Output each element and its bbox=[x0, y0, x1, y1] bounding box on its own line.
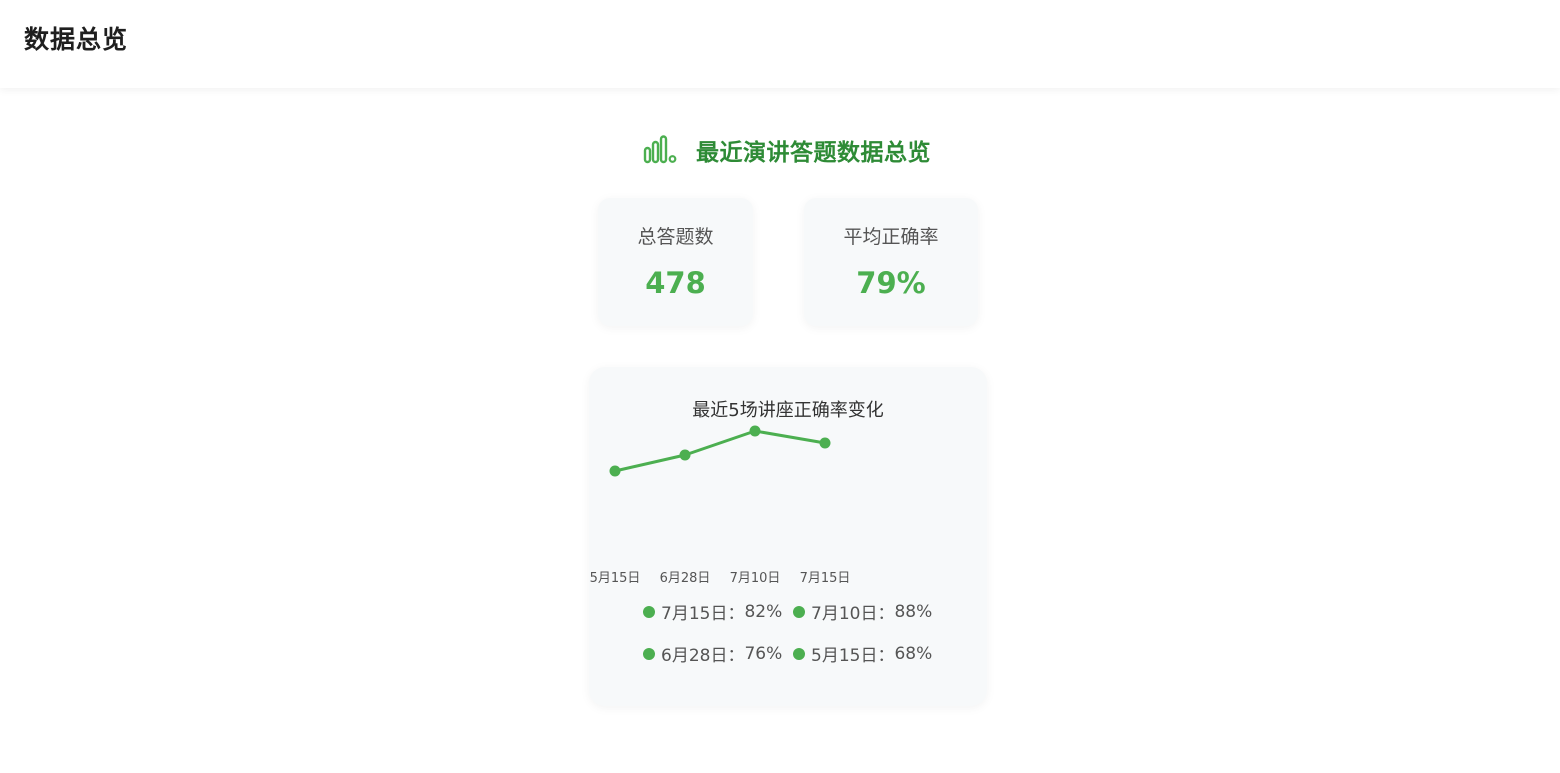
legend-item: 5月15日： 68% bbox=[793, 641, 932, 666]
x-tick-label: 7月10日 bbox=[730, 571, 781, 586]
legend-value: 68% bbox=[894, 643, 933, 664]
chart-title: 最近5场讲座正确率变化 bbox=[692, 400, 884, 421]
legend-date: 5月15日 bbox=[811, 646, 878, 666]
legend-separator: ： bbox=[877, 604, 895, 624]
total-answers-label: 总答题数 bbox=[637, 226, 714, 248]
data-point[interactable] bbox=[609, 465, 621, 477]
legend-date: 7月10日 bbox=[811, 604, 878, 624]
x-tick-label: 5月15日 bbox=[590, 571, 641, 586]
section-title: 最近演讲答题数据总览 bbox=[696, 140, 931, 166]
series-line bbox=[614, 429, 826, 473]
legend-value: 76% bbox=[744, 643, 783, 664]
legend-separator: ： bbox=[877, 646, 895, 666]
legend-dot bbox=[643, 605, 655, 618]
average-accuracy-label: 平均正确率 bbox=[843, 226, 939, 248]
accuracy-chart-card: 5月15日 6月28日 7月10日 7月15日 最近5场讲座正确率变化 7月15日： 8… bbox=[589, 367, 987, 706]
total-answers-value: 478 bbox=[645, 266, 706, 300]
average-accuracy-card: 平均正确率 79% bbox=[804, 198, 978, 326]
total-answers-card: 总答题数 478 bbox=[598, 198, 753, 326]
legend-dot bbox=[643, 647, 655, 660]
main-content: 最近演讲答题数据总览 总答题数 478 平均正确率 79% 5月15日 6月28日… bbox=[0, 88, 1560, 773]
x-tick-label: 6月28日 bbox=[660, 571, 711, 586]
data-point[interactable] bbox=[679, 449, 691, 461]
legend-dot bbox=[793, 605, 805, 618]
page-title: 数据总览 bbox=[24, 25, 129, 54]
section-header: 最近演讲答题数据总览 bbox=[643, 132, 931, 168]
legend-date: 7月15日 bbox=[661, 604, 728, 624]
legend-dot bbox=[793, 647, 805, 660]
average-accuracy-value: 79% bbox=[856, 266, 926, 300]
legend-item: 7月10日： 88% bbox=[793, 599, 932, 624]
legend-value: 88% bbox=[894, 601, 933, 622]
legend-separator: ： bbox=[727, 646, 745, 666]
legend-date: 6月28日 bbox=[661, 646, 728, 666]
x-tick-label: 7月15日 bbox=[800, 571, 851, 586]
legend-item: 6月28日： 76% bbox=[643, 641, 782, 666]
legend-value: 82% bbox=[744, 601, 783, 622]
top-header: 数据总览 bbox=[0, 0, 1560, 88]
legend-separator: ： bbox=[727, 604, 745, 624]
data-point[interactable] bbox=[819, 437, 831, 449]
accuracy-line-chart: 5月15日 6月28日 7月10日 7月15日 bbox=[590, 425, 851, 586]
bar-chart-icon bbox=[643, 135, 679, 165]
legend-item: 7月15日： 82% bbox=[643, 599, 782, 624]
data-point[interactable] bbox=[749, 425, 761, 437]
